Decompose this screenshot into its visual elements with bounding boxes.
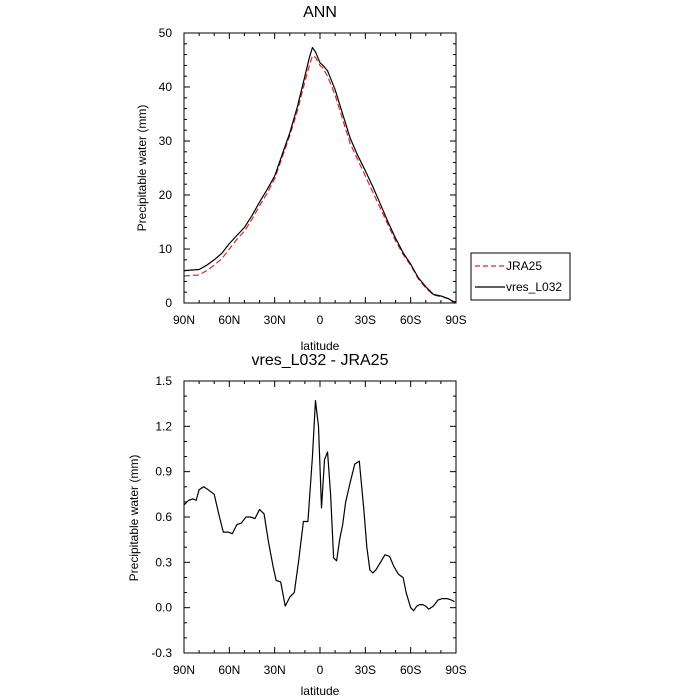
- axis-ticks: 90N 60N 30N 0 30S 60S 90S -0.3 0.0 0.3 0.6 0.9 1.2 1.…: [151, 374, 466, 677]
- x-tick-label: 0: [317, 663, 324, 677]
- x-tick-label: 30N: [264, 313, 286, 327]
- legend: JRA25 vres_L032: [470, 252, 571, 301]
- x-tick-label: 30S: [355, 663, 376, 677]
- y-tick-label: -0.3: [151, 646, 172, 660]
- difference-panel: vres_L032 - JRA25 latitude Precipitable …: [127, 352, 467, 698]
- y-tick-label: 10: [159, 242, 173, 256]
- legend-label-jra25: JRA25: [506, 259, 542, 273]
- y-tick-label: 1.5: [155, 374, 172, 388]
- series-lines: [183, 400, 455, 612]
- x-tick-label: 0: [317, 313, 324, 327]
- x-tick-label: 90N: [173, 313, 195, 327]
- plot-frame: [183, 380, 457, 654]
- y-axis-label: Precipitable water (mm): [135, 105, 149, 232]
- x-tick-label: 90S: [445, 313, 466, 327]
- y-tick-label: 40: [159, 80, 173, 94]
- y-tick-label: 20: [159, 188, 173, 202]
- x-axis-label: latitude: [301, 339, 340, 353]
- legend-label-vres: vres_L032: [506, 280, 562, 294]
- x-tick-label: 30N: [264, 663, 286, 677]
- axis-ticks: 90N 60N 30N 0 30S 60S 90S 0 10 20 30 40 50: [159, 26, 467, 327]
- y-tick-label: 1.2: [155, 419, 172, 433]
- series-lines: [183, 46, 457, 304]
- x-tick-label: 90S: [445, 663, 466, 677]
- y-tick-label: 50: [159, 26, 173, 40]
- y-tick-label: 0.3: [155, 555, 172, 569]
- y-tick-label: 0.9: [155, 465, 172, 479]
- x-tick-label: 30S: [355, 313, 376, 327]
- chart-title: ANN: [303, 4, 337, 21]
- chart-title: vres_L032 - JRA25: [252, 352, 389, 369]
- x-axis-label: latitude: [301, 684, 340, 698]
- x-tick-label: 90N: [173, 663, 195, 677]
- legend-box: [470, 252, 571, 301]
- x-tick-label: 60N: [218, 663, 240, 677]
- y-tick-label: 30: [159, 134, 173, 148]
- x-tick-label: 60N: [218, 313, 240, 327]
- y-axis-label: Precipitable water (mm): [127, 455, 141, 582]
- plot-frame: [183, 32, 457, 304]
- y-tick-label: 0.6: [155, 510, 172, 524]
- series-line-jra25: [183, 55, 457, 304]
- y-tick-label: 0.0: [155, 601, 172, 615]
- precip-water-panel: ANN latitude Precipitable water (mm) 90N…: [135, 4, 571, 353]
- series-line-vres-l032: [183, 46, 457, 303]
- series-line-vres-l032: [183, 400, 455, 612]
- y-tick-label: 0: [165, 296, 172, 310]
- x-tick-label: 60S: [400, 663, 421, 677]
- x-tick-label: 60S: [400, 313, 421, 327]
